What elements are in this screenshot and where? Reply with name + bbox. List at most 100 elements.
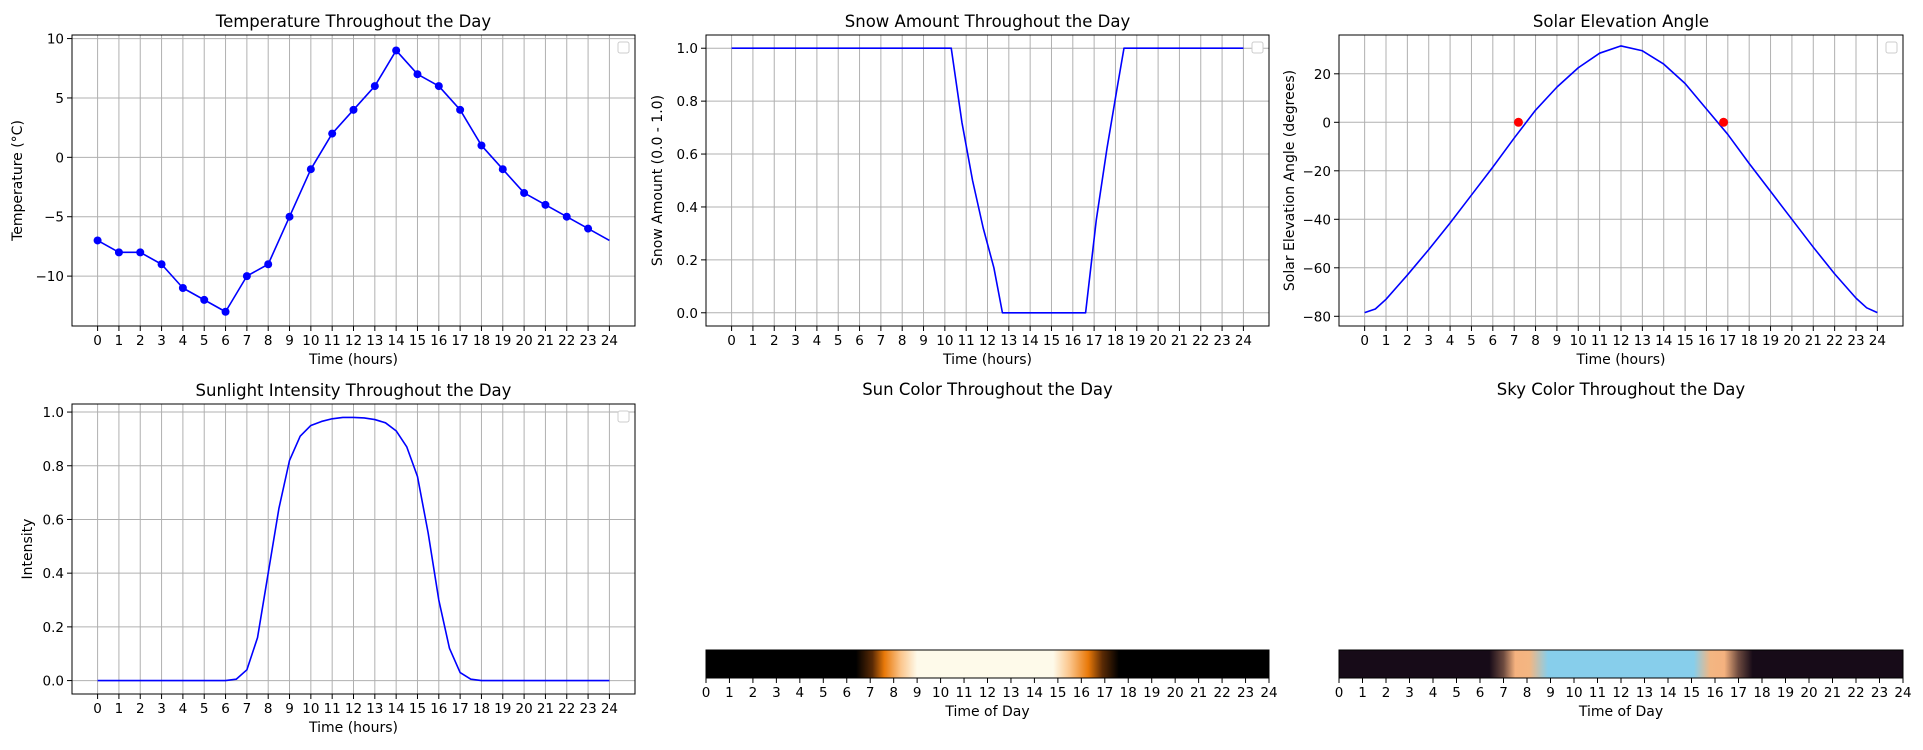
x-tick-label: 18 (1120, 685, 1137, 701)
x-tick-label: 8 (1531, 333, 1540, 349)
x-tick-label: 3 (791, 333, 800, 349)
data-point (370, 82, 379, 91)
x-tick-label: 10 (936, 333, 953, 349)
data-point (413, 70, 422, 79)
x-tick-label: 9 (285, 333, 294, 349)
x-tick-label: 1 (115, 701, 124, 717)
x-tick-label: 24 (1869, 333, 1886, 349)
x-tick-label: 24 (1260, 685, 1277, 701)
chart-title: Sky Color Throughout the Day (1497, 380, 1746, 399)
x-tick-label: 3 (772, 685, 781, 701)
y-tick-label: 10 (47, 32, 64, 48)
y-tick-label: −10 (36, 269, 65, 285)
legend-box (617, 41, 630, 54)
x-tick-label: 19 (1777, 685, 1794, 701)
x-tick-label: 8 (1523, 685, 1532, 701)
x-tick-label: 11 (1589, 685, 1606, 701)
x-tick-label: 5 (200, 333, 209, 349)
x-tick-label: 3 (157, 333, 166, 349)
x-tick-label: 2 (136, 333, 145, 349)
x-tick-label: 3 (1424, 333, 1433, 349)
x-tick-label: 19 (1143, 685, 1160, 701)
y-tick-label: 0.2 (677, 253, 698, 269)
x-tick-label: 18 (473, 701, 490, 717)
highlight-point (1513, 117, 1523, 127)
x-tick-label: 9 (913, 685, 922, 701)
x-tick-label: 20 (1783, 333, 1800, 349)
x-tick-label: 10 (932, 685, 949, 701)
x-tick-label: 0 (93, 333, 102, 349)
x-axis-label: Time (hours) (942, 352, 1032, 368)
x-tick-label: 16 (1064, 333, 1081, 349)
y-tick-label: 0.4 (677, 200, 698, 216)
x-tick-label: 5 (1452, 685, 1461, 701)
y-tick-label: −20 (1303, 164, 1332, 180)
x-tick-label: 9 (1553, 333, 1562, 349)
x-tick-label: 18 (473, 333, 490, 349)
x-tick-label: 1 (1382, 333, 1391, 349)
data-point (242, 272, 251, 281)
data-point (285, 212, 294, 221)
x-tick-label: 1 (115, 333, 124, 349)
x-axis-label: Time of Day (944, 704, 1029, 720)
x-tick-label: 17 (1086, 333, 1103, 349)
x-tick-label: 8 (264, 701, 273, 717)
x-tick-label: 12 (1612, 685, 1629, 701)
x-tick-label: 14 (388, 333, 405, 349)
x-tick-label: 10 (302, 333, 319, 349)
x-tick-label: 16 (430, 333, 447, 349)
y-tick-label: 0.8 (677, 94, 698, 110)
x-tick-label: 7 (1510, 333, 1519, 349)
x-tick-label: 22 (1213, 685, 1230, 701)
x-tick-label: 2 (770, 333, 779, 349)
x-tick-label: 24 (601, 701, 618, 717)
y-tick-label: 0.2 (43, 620, 64, 636)
y-tick-label: 0.0 (43, 674, 64, 690)
data-point (221, 307, 230, 316)
x-tick-label: 13 (366, 333, 383, 349)
x-tick-label: 14 (1655, 333, 1672, 349)
x-tick-label: 11 (324, 333, 341, 349)
data-point (136, 248, 145, 257)
data-point (93, 236, 102, 245)
data-point (562, 212, 571, 221)
series-line-1 (1364, 45, 1878, 314)
x-tick-label: 15 (1049, 685, 1066, 701)
chart-title: Snow Amount Throughout the Day (845, 12, 1131, 31)
color-strip (1339, 650, 1903, 678)
data-point (157, 260, 166, 269)
chart-title: Solar Elevation Angle (1533, 12, 1709, 31)
data-point (456, 105, 465, 114)
x-tick-label: 12 (979, 333, 996, 349)
chart-title: Sunlight Intensity Throughout the Day (196, 381, 512, 400)
x-tick-label: 9 (919, 333, 928, 349)
x-tick-label: 15 (1683, 685, 1700, 701)
x-tick-label: 23 (1237, 685, 1254, 701)
data-point (328, 129, 337, 138)
data-point (114, 248, 123, 257)
x-tick-label: 5 (1467, 333, 1476, 349)
x-tick-label: 7 (1499, 685, 1508, 701)
x-tick-label: 18 (1753, 685, 1770, 701)
x-tick-label: 7 (243, 333, 252, 349)
x-tick-label: 20 (516, 333, 533, 349)
x-tick-label: 6 (842, 685, 851, 701)
x-tick-label: 2 (1403, 333, 1412, 349)
x-tick-label: 13 (1636, 685, 1653, 701)
x-tick-label: 21 (537, 333, 554, 349)
x-tick-label: 12 (345, 701, 362, 717)
x-tick-label: 16 (1698, 333, 1715, 349)
data-point (477, 141, 486, 150)
y-tick-label: 0.0 (677, 306, 698, 322)
x-tick-label: 8 (898, 333, 907, 349)
x-tick-label: 16 (1073, 685, 1090, 701)
x-tick-label: 13 (1000, 333, 1017, 349)
x-tick-label: 23 (579, 333, 596, 349)
data-point (541, 200, 550, 209)
x-tick-label: 4 (179, 701, 188, 717)
